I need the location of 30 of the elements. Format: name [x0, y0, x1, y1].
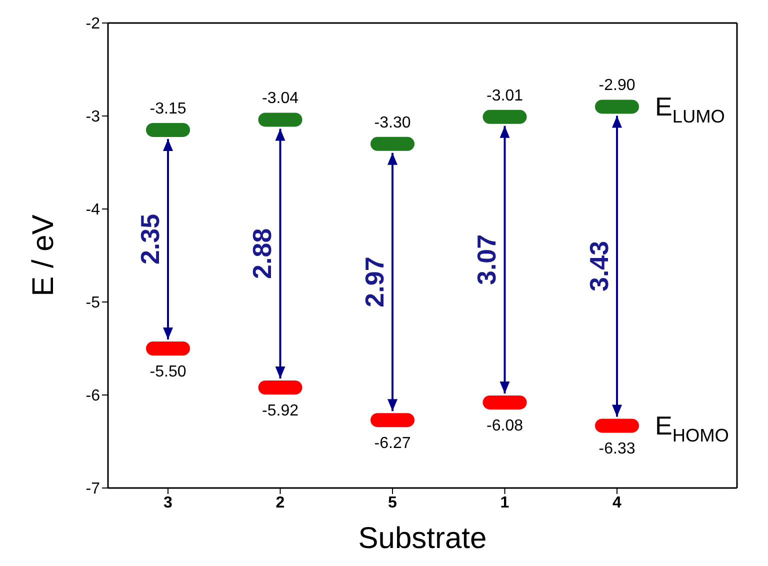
- data-label: -2.90: [598, 77, 636, 94]
- x-axis-title: Substrate: [358, 522, 487, 555]
- y-tick-label: -4: [86, 202, 100, 219]
- x-tick-label: 5: [388, 494, 398, 512]
- series-label: E$_{LUMO}$: [655, 92, 725, 127]
- y-tick-label: -6: [86, 388, 100, 405]
- x-tick-label: 4: [612, 494, 622, 512]
- y-tick-label: -5: [86, 294, 100, 312]
- x-tick-label: 2: [276, 494, 285, 512]
- annotation: 3.07: [472, 234, 502, 285]
- data-label: -3.15: [150, 100, 186, 118]
- y-tick-label: -7: [86, 480, 100, 498]
- data-label: -5.50: [150, 363, 186, 380]
- y-tick-label: -2: [86, 16, 100, 33]
- annotation: 2.88: [247, 228, 278, 279]
- x-tick-label: 3: [164, 494, 173, 512]
- annotation: 2.97: [360, 256, 390, 308]
- x-tick-label: 1: [500, 494, 510, 512]
- data-label: -6.27: [374, 434, 411, 452]
- annotation: 2.35: [135, 214, 165, 265]
- data-label: -6.33: [598, 440, 636, 458]
- y-axis-title: E / eV: [27, 214, 60, 296]
- data-label: -5.92: [262, 402, 299, 420]
- data-label: -6.08: [486, 417, 524, 434]
- data-label: -3.01: [486, 87, 524, 104]
- series-label: E$_{HOMO}$: [655, 410, 729, 446]
- data-label: -3.30: [374, 114, 411, 132]
- y-tick-label: -3: [86, 108, 100, 126]
- data-label: -3.04: [262, 90, 299, 108]
- annotation: 3.43: [584, 240, 614, 292]
